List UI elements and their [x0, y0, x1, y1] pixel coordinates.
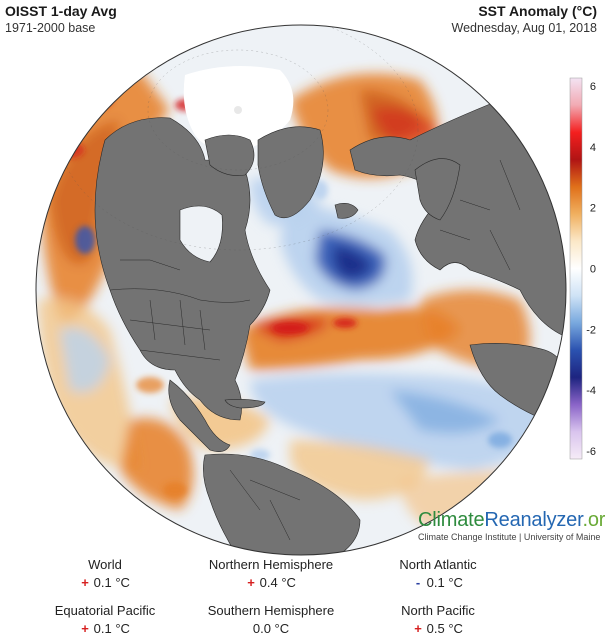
arctic-archipelago	[204, 134, 255, 176]
brand-logo[interactable]: ClimateReanalyzer.org Climate Change Ins…	[418, 509, 605, 543]
stat-world: World + 0.1 °C	[30, 557, 180, 591]
brand-name-part2: Reanalyzer	[484, 509, 583, 531]
colorbar-bar	[569, 77, 583, 460]
stat-sign: +	[247, 575, 255, 590]
stat-sign: +	[81, 621, 89, 636]
colorbar-tick-label: 6	[590, 81, 596, 93]
stat-value: 0.4 °C	[259, 575, 296, 590]
borders	[109, 159, 521, 541]
stat-southern-hemisphere: Southern Hemisphere 0.0 °C	[196, 603, 346, 637]
globe-outline	[35, 24, 567, 556]
caribbean-islands	[224, 399, 266, 409]
central-america	[168, 379, 231, 452]
brand-name-part3: .org	[582, 509, 605, 531]
brand-subtitle: Climate Change Institute | University of…	[418, 532, 601, 542]
stat-value: 0.1 °C	[426, 575, 463, 590]
stat-sign: +	[414, 621, 422, 636]
stat-label: Northern Hemisphere	[208, 557, 334, 572]
stat-label: Equatorial Pacific	[54, 603, 156, 618]
date-label: Wednesday, Aug 01, 2018	[451, 21, 597, 35]
header-left: OISST 1-day Avg 1971-2000 base	[5, 3, 117, 37]
stat-value: 0.0 °C	[252, 621, 290, 636]
brand-name: ClimateReanalyzer.org	[418, 509, 605, 531]
colorbar-tick-label: 4	[590, 142, 596, 154]
baseline-period: 1971-2000 base	[5, 21, 96, 35]
stat-value: 0.1 °C	[93, 575, 130, 590]
colorbar-ticks: 6 4 2 0 -2 -4 -6	[586, 81, 596, 458]
stat-label: North Pacific	[401, 603, 475, 618]
iceland	[334, 203, 359, 219]
colorbar: 6 4 2 0 -2 -4 -6	[569, 77, 596, 460]
greenland	[257, 126, 324, 219]
stat-north-atlantic: North Atlantic - 0.1 °C	[363, 557, 513, 591]
stat-sign: +	[81, 575, 89, 590]
variable-title: SST Anomaly (°C)	[478, 3, 597, 19]
colorbar-tick-label: 2	[590, 203, 596, 215]
colorbar-tick-label: -2	[586, 324, 596, 336]
stat-sign: -	[415, 575, 421, 590]
stat-label: North Atlantic	[399, 557, 477, 572]
stat-equatorial-pacific: Equatorial Pacific + 0.1 °C	[30, 603, 180, 637]
colorbar-tick-label: 0	[590, 264, 596, 276]
brand-name-part1: Climate	[418, 509, 485, 531]
stat-value: 0.5 °C	[426, 621, 463, 636]
stat-label: World	[88, 557, 122, 572]
globe	[36, 25, 566, 555]
stat-north-pacific: North Pacific + 0.5 °C	[363, 603, 513, 637]
south-america	[203, 453, 361, 555]
colorbar-tick-label: -6	[586, 446, 596, 458]
stat-label: Southern Hemisphere	[207, 603, 335, 618]
hudson-bay	[179, 205, 223, 263]
stat-value: 0.1 °C	[93, 621, 130, 636]
dataset-title: OISST 1-day Avg	[5, 3, 117, 19]
colorbar-tick-label: -4	[586, 385, 596, 397]
stat-northern-hemisphere: Northern Hemisphere + 0.4 °C	[196, 557, 346, 591]
header-right: SST Anomaly (°C) Wednesday, Aug 01, 2018	[452, 3, 597, 37]
scandinavia	[414, 158, 461, 221]
north-pole-marker	[234, 106, 242, 114]
